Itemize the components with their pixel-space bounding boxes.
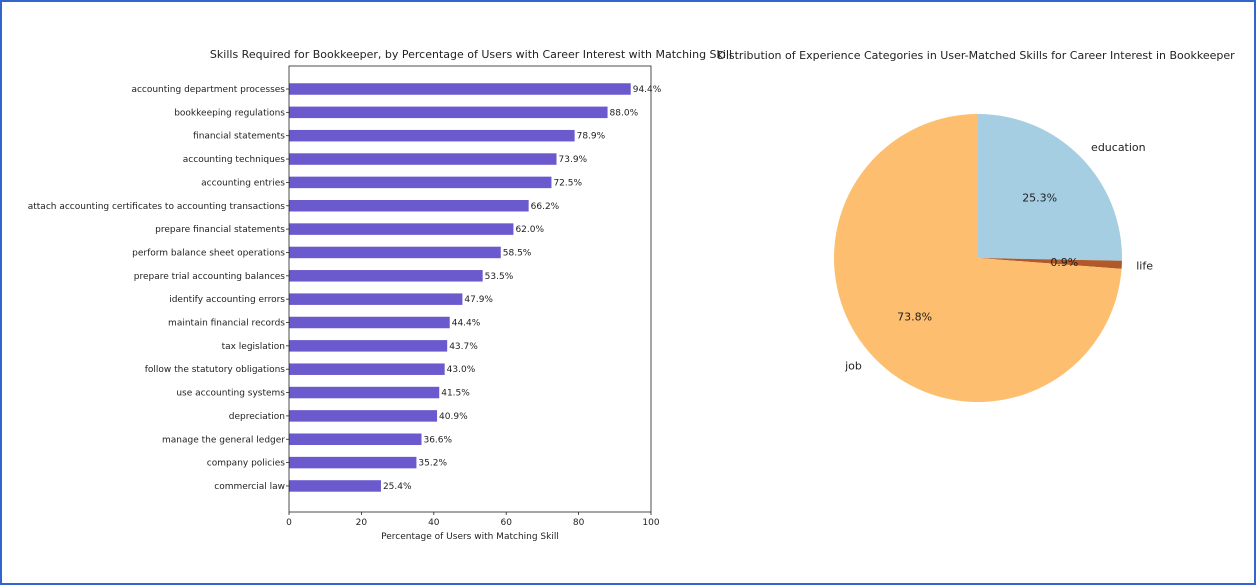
value-label-prepare-financial-statements: 62.0% <box>515 225 544 235</box>
x-axis-label: Percentage of Users with Matching Skill <box>381 532 559 542</box>
value-label-prepare-trial-accounting-balances: 53.5% <box>485 272 514 282</box>
bar-prepare-financial-statements <box>289 223 514 235</box>
pie-slice-job <box>834 114 1122 402</box>
value-label-attach-accounting-certificates-to-accounting-transactions: 66.2% <box>531 202 560 212</box>
x-tick-label-100: 100 <box>642 518 659 528</box>
bar-prepare-trial-accounting-balances <box>289 270 483 282</box>
bar-company-policies <box>289 456 417 469</box>
category-label-accounting-department-processes: accounting department processes <box>131 85 285 95</box>
pie-slice-label-education: education <box>1091 141 1146 154</box>
pie-labels: 25.3% education 0.9% life 73.8% job <box>844 141 1153 373</box>
value-label-perform-balance-sheet-operations: 58.5% <box>503 248 532 258</box>
bar-accounting-techniques <box>289 153 557 165</box>
bar-financial-statements <box>289 129 575 142</box>
category-label-bookkeeping-regulations: bookkeeping regulations <box>174 108 285 118</box>
value-label-financial-statements: 78.9% <box>577 132 606 142</box>
bar-use-accounting-systems <box>289 386 440 399</box>
category-label-accounting-entries: accounting entries <box>201 178 285 188</box>
pie-slice-life <box>978 258 1122 269</box>
bar-chart: Skills Required for Bookkeeper, by Perce… <box>28 48 732 542</box>
bar-manage-the-general-ledger <box>289 433 422 445</box>
bar-chart-title: Skills Required for Bookkeeper, by Perce… <box>210 48 732 61</box>
value-label-follow-the-statutory-obligations: 43.0% <box>447 365 476 375</box>
pie-chart-title: Distribution of Experience Categories in… <box>717 49 1235 62</box>
value-label-accounting-department-processes: 94.4% <box>633 85 662 95</box>
pie-chart: Distribution of Experience Categories in… <box>717 49 1235 402</box>
category-label-company-policies: company policies <box>207 459 286 469</box>
bar-accounting-entries <box>289 176 552 189</box>
bar-bookkeeping-regulations <box>289 106 608 119</box>
pie-slice-education <box>978 114 1122 261</box>
bar-tax-legislation <box>289 340 448 352</box>
value-label-commercial-law: 25.4% <box>383 482 412 492</box>
bar-identify-accounting-errors <box>289 293 463 305</box>
x-tick-label-20: 20 <box>356 518 368 528</box>
bar-series: accounting department processes 94.4% book… <box>28 83 662 492</box>
x-tick-label-40: 40 <box>428 518 440 528</box>
value-label-identify-accounting-errors: 47.9% <box>464 295 493 305</box>
bar-attach-accounting-certificates-to-accounting-transactions <box>289 200 529 212</box>
x-tick-label-60: 60 <box>500 518 512 528</box>
value-label-depreciation: 40.9% <box>439 412 468 422</box>
pie-slice-label-life: life <box>1136 259 1153 272</box>
pie-pct-label-education: 25.3% <box>1022 191 1057 204</box>
bar-plot-frame <box>288 65 652 513</box>
bar-perform-balance-sheet-operations <box>289 246 501 259</box>
category-label-prepare-trial-accounting-balances: prepare trial accounting balances <box>134 272 286 282</box>
value-label-accounting-techniques: 73.9% <box>559 155 588 165</box>
category-label-use-accounting-systems: use accounting systems <box>176 389 285 399</box>
value-label-bookkeeping-regulations: 88.0% <box>610 108 639 118</box>
value-label-company-policies: 35.2% <box>418 459 447 469</box>
category-label-tax-legislation: tax legislation <box>222 342 285 352</box>
value-label-maintain-financial-records: 44.4% <box>452 319 481 329</box>
x-tick-label-0: 0 <box>286 518 292 528</box>
pie-slices <box>834 114 1122 402</box>
category-label-commercial-law: commercial law <box>214 482 285 492</box>
value-label-tax-legislation: 43.7% <box>449 342 478 352</box>
value-label-use-accounting-systems: 41.5% <box>441 389 470 399</box>
category-label-manage-the-general-ledger: manage the general ledger <box>162 435 285 445</box>
value-label-accounting-entries: 72.5% <box>553 178 582 188</box>
category-label-perform-balance-sheet-operations: perform balance sheet operations <box>132 248 285 258</box>
bar-follow-the-statutory-obligations <box>289 363 445 375</box>
category-label-accounting-techniques: accounting techniques <box>183 155 286 165</box>
category-label-follow-the-statutory-obligations: follow the statutory obligations <box>145 365 286 375</box>
x-tick-label-80: 80 <box>573 518 585 528</box>
category-label-depreciation: depreciation <box>229 412 285 422</box>
bar-depreciation <box>289 410 438 422</box>
category-label-financial-statements: financial statements <box>193 132 285 142</box>
pie-slice-label-job: job <box>844 360 862 373</box>
value-label-manage-the-general-ledger: 36.6% <box>423 435 452 445</box>
bar-accounting-department-processes <box>289 83 631 95</box>
category-label-prepare-financial-statements: prepare financial statements <box>155 225 285 235</box>
bar-commercial-law <box>289 480 381 492</box>
category-label-maintain-financial-records: maintain financial records <box>168 319 285 329</box>
category-label-identify-accounting-errors: identify accounting errors <box>169 295 285 305</box>
category-label-attach-accounting-certificates-to-accounting-transactions: attach accounting certificates to accoun… <box>28 202 286 212</box>
x-axis-ticks: 0 20 40 60 80 100 <box>286 512 660 528</box>
bar-maintain-financial-records <box>289 316 450 329</box>
pie-pct-label-life: 0.9% <box>1050 256 1078 269</box>
pie-pct-label-job: 73.8% <box>897 311 932 324</box>
